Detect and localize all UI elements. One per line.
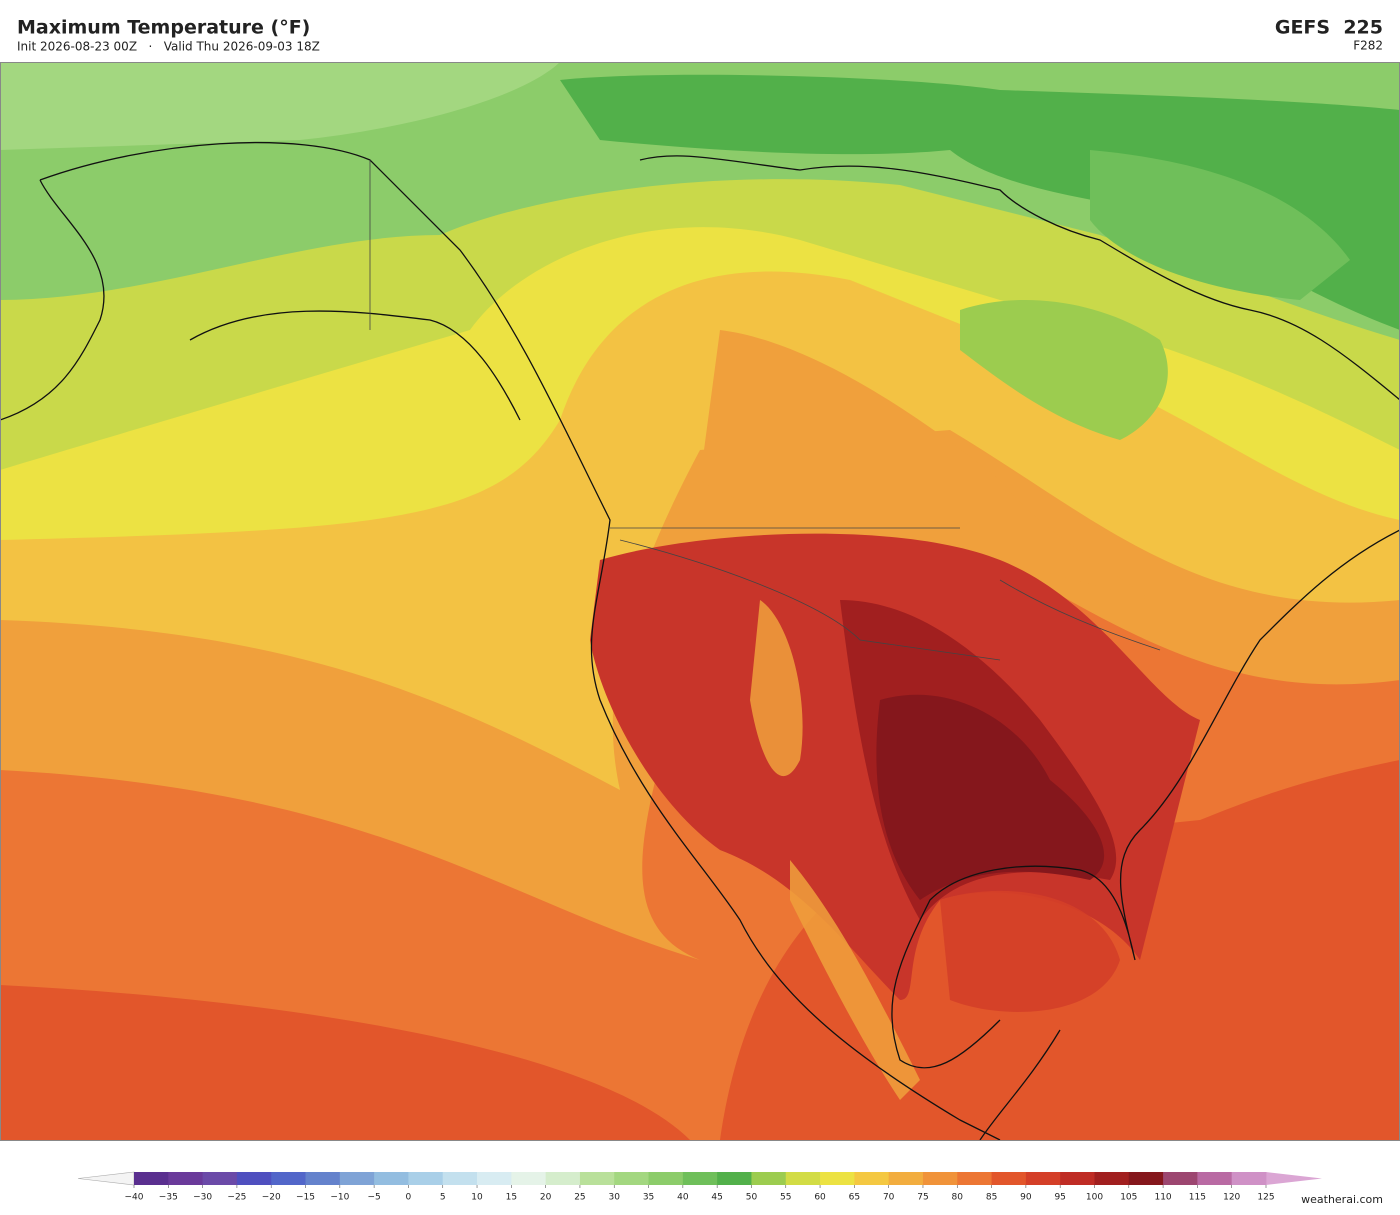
- colorbar-bin: [168, 1172, 204, 1185]
- colorbar-bin: [202, 1172, 238, 1185]
- colorbar-bin: [442, 1172, 478, 1185]
- colorbar-tick-label: −25: [227, 1193, 246, 1203]
- colorbar-bin: [1060, 1172, 1095, 1185]
- colorbar-bin: [751, 1172, 787, 1185]
- colorbar-bin: [511, 1172, 547, 1185]
- colorbar-tick-label: 65: [849, 1193, 860, 1203]
- watermark: weatherai.com: [1301, 1193, 1383, 1206]
- colorbar-bin: [236, 1172, 272, 1185]
- colorbar-tick-label: 20: [540, 1193, 552, 1203]
- colorbar-bin: [648, 1172, 684, 1185]
- colorbar-bin: [1094, 1172, 1130, 1185]
- colorbar-tick-label: 60: [814, 1193, 826, 1203]
- colorbar-tick-label: 80: [952, 1193, 964, 1203]
- colorbar-bin: [922, 1172, 958, 1185]
- colorbar-bin: [957, 1172, 992, 1185]
- border: [369, 160, 1161, 661]
- colorbar-tick-label: 5: [440, 1193, 446, 1203]
- colorbar-bin: [1197, 1172, 1233, 1185]
- colorbar-tick-label: 10: [471, 1193, 483, 1203]
- colorbar-tick-label: 0: [406, 1193, 412, 1203]
- colorbar-bin: [1163, 1172, 1198, 1185]
- colorbar-tick-label: 100: [1086, 1193, 1103, 1203]
- colorbar-bin: [408, 1172, 444, 1185]
- colorbar-bin: [1231, 1172, 1267, 1185]
- map-field: [750, 600, 920, 1100]
- colorbar-under: [77, 1171, 135, 1186]
- colorbar-tick-label: 30: [609, 1193, 621, 1203]
- colorbar-tick-label: 90: [1020, 1193, 1032, 1203]
- map-field: [960, 300, 1168, 440]
- colorbar-tick-label: −15: [296, 1193, 315, 1203]
- colorbar-tick-label: −40: [125, 1193, 144, 1203]
- colorbar-tick-label: −20: [262, 1193, 281, 1203]
- map-field: [1090, 150, 1350, 300]
- colorbar-bin: [374, 1172, 409, 1185]
- colorbar-bin: [339, 1172, 375, 1185]
- forecast-hour: F282: [1353, 39, 1383, 53]
- colorbar-tick-label: 95: [1054, 1193, 1065, 1203]
- colorbar: −40 −35 −30 −25 −20 −15 −10 −5 0 5 10 15 20 25 30 35 40 4…: [77, 1171, 1322, 1203]
- colorbar-tick-label: 35: [643, 1193, 654, 1203]
- colorbar-tick-label: −35: [159, 1193, 178, 1203]
- colorbar-bin: [991, 1172, 1027, 1185]
- colorbar-bin: [134, 1172, 169, 1185]
- colorbar-bin: [271, 1172, 306, 1185]
- colorbar-bin: [477, 1172, 512, 1185]
- map-field: [560, 74, 1400, 330]
- model-label: GEFS 225: [1275, 17, 1383, 39]
- colorbar-tick-label: 120: [1223, 1193, 1240, 1203]
- colorbar-bin: [545, 1172, 581, 1185]
- colorbar-tick-label: 55: [780, 1193, 791, 1203]
- colorbar-tick-label: 50: [746, 1193, 758, 1203]
- coastline: [0, 141, 1400, 1140]
- colorbar-tick-label: 15: [506, 1193, 517, 1203]
- colorbar-bin: [888, 1172, 924, 1185]
- colorbar-bin: [717, 1172, 752, 1185]
- map-field: [700, 330, 1150, 600]
- colorbar-tick-label: −10: [330, 1193, 349, 1203]
- colorbar-bin: [820, 1172, 855, 1185]
- colorbar-bin: [579, 1172, 615, 1185]
- colorbar-tick-label: 75: [917, 1193, 928, 1203]
- colorbar-tick-label: −30: [193, 1193, 212, 1203]
- colorbar-tick-label: 105: [1120, 1193, 1137, 1203]
- title: Maximum Temperature (°F): [17, 17, 310, 39]
- colorbar-tick-label: 85: [986, 1193, 997, 1203]
- colorbar-over: [1266, 1172, 1322, 1185]
- colorbar-bin: [1025, 1172, 1061, 1185]
- map-field: [876, 694, 1105, 900]
- colorbar-bin: [305, 1172, 341, 1185]
- colorbar-tick-label: 45: [711, 1193, 722, 1203]
- colorbar-tick-label: −5: [367, 1193, 380, 1203]
- colorbar-tick-label: 70: [883, 1193, 895, 1203]
- map-field: [940, 890, 1120, 1012]
- subtitle: Init 2026-08-23 00Z · Valid Thu 2026-09-…: [17, 40, 320, 54]
- colorbar-bin: [854, 1172, 890, 1185]
- colorbar-bin: [614, 1172, 649, 1185]
- colorbar-bin: [682, 1172, 718, 1185]
- colorbar-bin: [1128, 1172, 1164, 1185]
- colorbar-tick-label: 40: [677, 1193, 689, 1203]
- colorbar-tick-label: 25: [574, 1193, 585, 1203]
- map-field: [0, 62, 560, 150]
- colorbar-tick-label: 115: [1189, 1193, 1206, 1203]
- colorbar-tick-label: 125: [1257, 1193, 1274, 1203]
- map: [0, 62, 1400, 1140]
- colorbar-bin: [785, 1172, 821, 1185]
- colorbar-tick-label: 110: [1154, 1193, 1171, 1203]
